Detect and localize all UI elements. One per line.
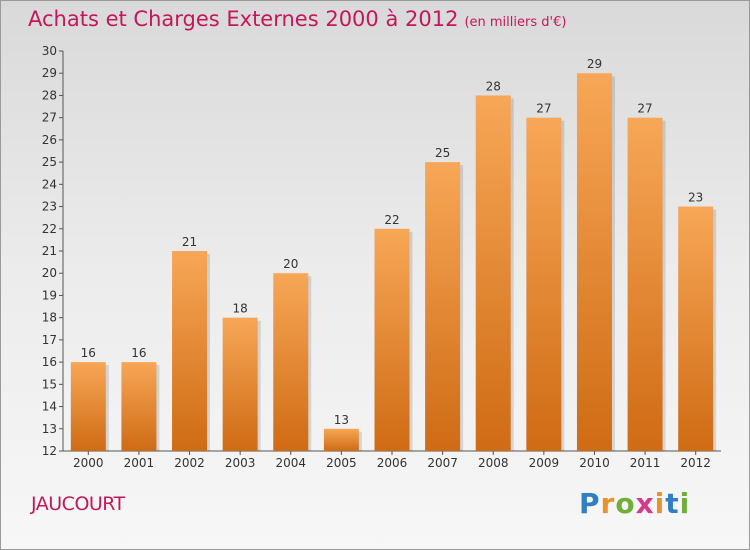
y-tick-label: 27 (42, 111, 57, 125)
value-label: 13 (334, 413, 349, 427)
chart-value-labels: 16 16 21 18 20 13 22 25 28 27 29 27 23 (81, 57, 704, 427)
value-label: 16 (81, 346, 96, 360)
bar (627, 117, 663, 452)
y-tick-label: 14 (42, 400, 57, 414)
bar (70, 362, 106, 451)
chart-title: Achats et Charges Externes 2000 à 2012 (e… (28, 7, 566, 31)
y-tick-label: 22 (42, 222, 57, 236)
x-tick-label: 2000 (73, 456, 104, 470)
bar (678, 206, 714, 451)
y-tick-label: 16 (42, 355, 57, 369)
value-label: 28 (486, 79, 501, 93)
y-tick-label: 20 (42, 266, 57, 280)
y-tick-label: 29 (42, 66, 57, 80)
value-label: 20 (283, 257, 298, 271)
logo-letter: i (679, 487, 691, 520)
logo-letter: i (654, 487, 666, 520)
bar (172, 251, 208, 451)
x-tick-label: 2008 (478, 456, 509, 470)
logo-letter: t (665, 487, 680, 520)
logo-letter: x (635, 487, 655, 520)
x-tick-label: 2004 (275, 456, 306, 470)
x-tick-label: 2011 (630, 456, 661, 470)
bar (425, 162, 461, 451)
x-tick-label: 2002 (174, 456, 205, 470)
y-tick-label: 26 (42, 133, 57, 147)
bar (576, 73, 612, 451)
y-tick-label: 18 (42, 311, 57, 325)
chart-bars (70, 73, 717, 452)
commune-name: JAUCOURT (31, 493, 125, 515)
value-label: 18 (233, 302, 248, 316)
x-tick-label: 2005 (326, 456, 357, 470)
y-tick-label: 28 (42, 88, 57, 102)
x-tick-label: 2003 (225, 456, 256, 470)
x-tick-label: 2007 (427, 456, 458, 470)
bar (374, 228, 410, 451)
x-tick-label: 2001 (124, 456, 155, 470)
value-label: 21 (182, 235, 197, 249)
bar (222, 317, 258, 451)
value-label: 27 (536, 102, 551, 116)
value-label: 23 (688, 191, 703, 205)
x-tick-label: 2010 (579, 456, 610, 470)
y-tick-label: 12 (42, 444, 57, 458)
x-tick-label: 2009 (529, 456, 560, 470)
value-label: 25 (435, 146, 450, 160)
logo-letter: o (615, 487, 636, 520)
y-tick-label: 19 (42, 288, 57, 302)
value-label: 27 (637, 102, 652, 116)
bar (121, 362, 157, 451)
bar (323, 428, 359, 451)
y-tick-label: 15 (42, 377, 57, 391)
proxiti-logo: Proxiti (579, 487, 690, 520)
logo-letter: P (579, 487, 601, 520)
x-tick-label: 2012 (680, 456, 711, 470)
y-tick-label: 21 (42, 244, 57, 258)
y-tick-label: 17 (42, 333, 57, 347)
x-tick-label: 2006 (377, 456, 408, 470)
chart-title-text: Achats et Charges Externes 2000 à 2012 (28, 7, 459, 31)
logo-letter: r (600, 487, 616, 520)
y-tick-label: 24 (42, 177, 57, 191)
chart-unit: (en milliers d'€) (464, 15, 567, 30)
y-tick-label: 13 (42, 422, 57, 436)
y-tick-label: 25 (42, 155, 57, 169)
bar (526, 117, 562, 452)
y-tick-label: 30 (42, 44, 57, 58)
value-label: 22 (384, 213, 399, 227)
value-label: 29 (587, 57, 602, 71)
value-label: 16 (131, 346, 146, 360)
y-tick-label: 23 (42, 200, 57, 214)
bar (273, 273, 309, 451)
bar (475, 95, 511, 451)
chart-axes: 12 13 14 15 16 17 18 19 20 21 22 23 24 25 26 27 28 29 30 20… (42, 44, 721, 470)
